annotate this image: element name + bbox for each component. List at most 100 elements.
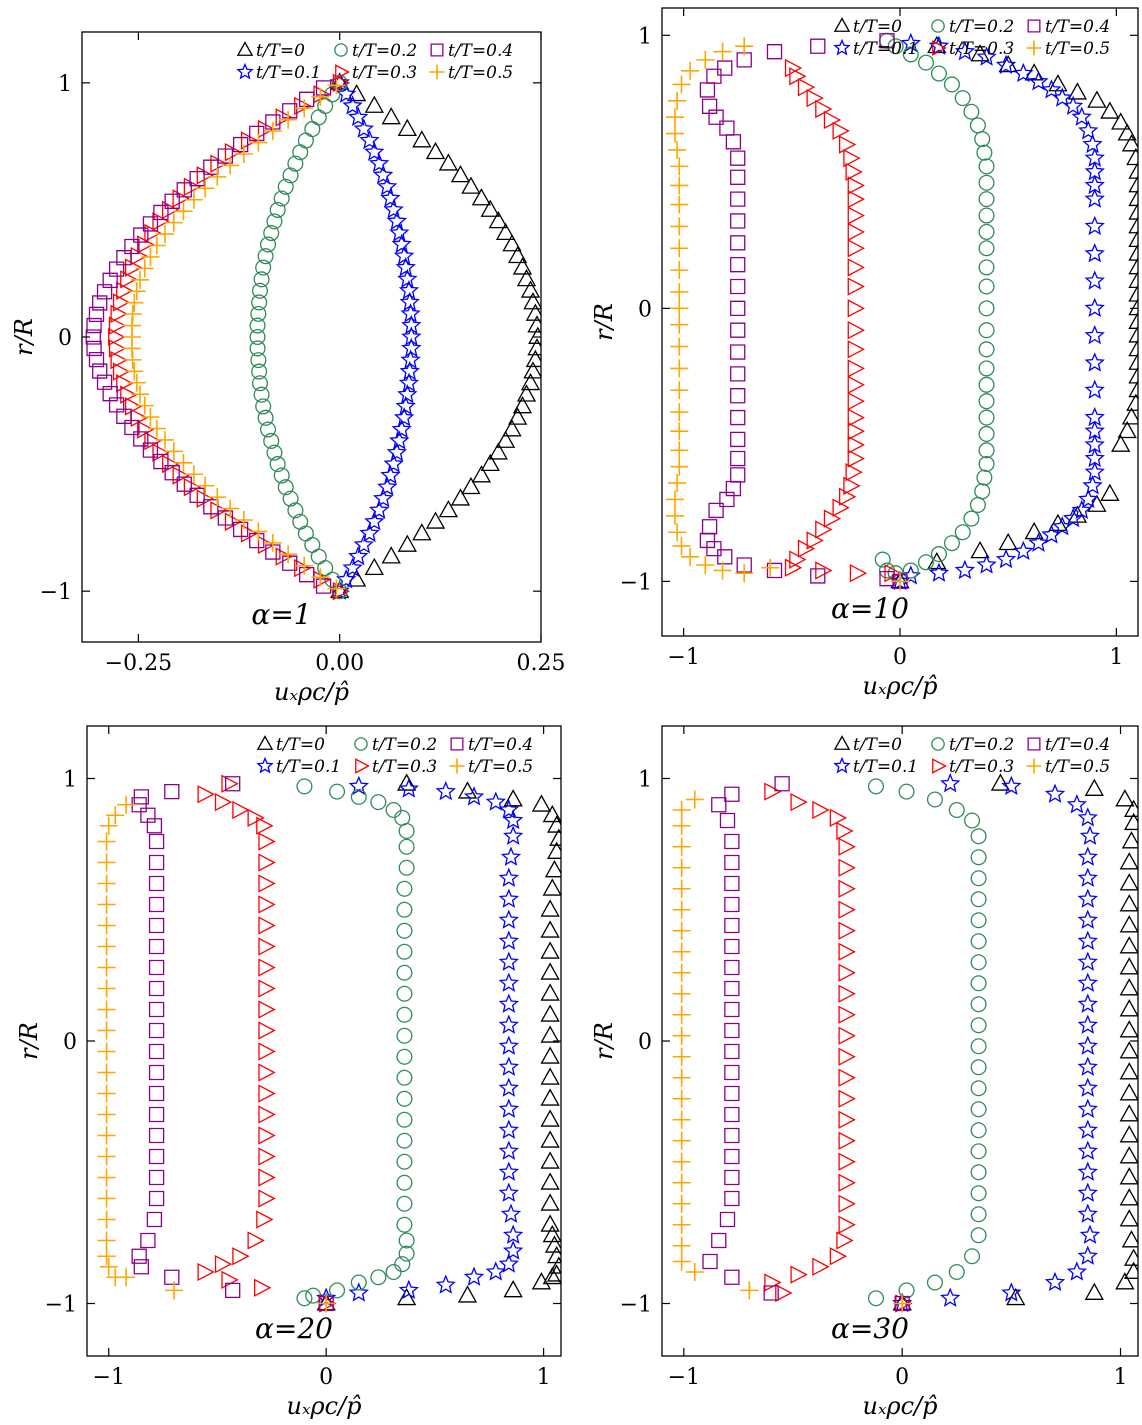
x-tick-label: −1 <box>667 645 699 670</box>
data-point <box>153 204 169 221</box>
data-point <box>970 933 987 950</box>
data-point <box>540 1067 560 1085</box>
data-point <box>97 1247 116 1266</box>
x-tick-label: −1 <box>668 1365 700 1390</box>
data-point <box>269 201 286 218</box>
data-point <box>381 546 401 564</box>
data-point <box>148 1022 165 1039</box>
data-point <box>887 565 904 582</box>
data-point <box>1001 775 1022 796</box>
data-point <box>1128 311 1138 329</box>
data-point <box>1084 188 1105 208</box>
legend-marker <box>833 38 851 56</box>
x-axis-label: uₓρc/p̂ <box>274 678 349 706</box>
plot-area <box>85 72 541 601</box>
data-point <box>251 282 268 299</box>
data-point <box>174 453 193 472</box>
data-point <box>970 996 987 1013</box>
data-point <box>512 396 533 414</box>
data-point <box>775 1283 793 1303</box>
data-point <box>1077 846 1098 866</box>
data-point <box>498 888 519 908</box>
legend-marker <box>429 64 445 80</box>
data-point <box>221 156 240 175</box>
data-point <box>546 1245 561 1264</box>
data-point <box>838 879 856 898</box>
data-point <box>311 87 330 106</box>
data-point <box>672 858 691 877</box>
data-point <box>148 1148 165 1165</box>
data-point <box>724 854 740 871</box>
data-point <box>1119 1167 1138 1185</box>
data-point <box>1128 161 1138 179</box>
data-point <box>373 164 394 184</box>
legend-marker <box>236 41 254 56</box>
data-point <box>258 1168 276 1187</box>
data-point <box>670 337 689 356</box>
data-point <box>1084 324 1105 345</box>
plot-area <box>97 773 561 1313</box>
legend-label: t/T=0.3 <box>372 757 437 777</box>
data-point <box>232 800 250 820</box>
legend-label: t/T=0 <box>256 41 305 61</box>
data-point <box>221 499 240 518</box>
data-point <box>540 1172 560 1190</box>
data-point <box>1119 894 1138 912</box>
legend-label: t/T=0.5 <box>448 63 513 83</box>
series-circle <box>296 778 415 1307</box>
data-point <box>701 98 718 114</box>
data-point <box>724 1190 740 1207</box>
data-point <box>258 979 276 998</box>
data-point <box>1077 888 1098 908</box>
data-point <box>829 808 848 828</box>
data-point <box>196 179 215 198</box>
y-tick-label: 1 <box>638 768 652 793</box>
data-point <box>670 457 689 476</box>
data-point <box>1115 789 1135 807</box>
data-point <box>724 1064 740 1081</box>
data-point <box>217 510 234 526</box>
legend-label: t/T=0.5 <box>1045 757 1110 777</box>
legend-marker <box>931 737 945 751</box>
data-point <box>978 207 995 224</box>
data-point <box>943 76 960 93</box>
chart-panel-1: −0.25 0.00 0.25−101uₓρc/p̂r/Rα=1t/T=0t/T=0… <box>10 31 565 706</box>
data-point <box>1028 71 1049 91</box>
data-point <box>948 1263 965 1281</box>
data-point <box>131 797 147 813</box>
data-point <box>380 187 401 208</box>
data-point <box>685 1263 704 1281</box>
data-point <box>1077 1077 1098 1097</box>
data-point <box>1077 1098 1098 1118</box>
data-point <box>498 1140 519 1160</box>
data-point <box>978 300 995 317</box>
alpha-annotation: α=20 <box>255 1312 333 1345</box>
data-point <box>197 1262 215 1282</box>
data-point <box>398 859 415 876</box>
data-point <box>838 1047 856 1066</box>
data-point <box>724 938 740 955</box>
series-triangle-right <box>784 58 902 583</box>
data-point <box>108 397 125 413</box>
data-point <box>1082 475 1103 495</box>
data-point <box>672 536 691 555</box>
x-tick-label: 1 <box>1109 645 1123 670</box>
data-point <box>110 304 128 324</box>
data-point <box>516 384 537 402</box>
data-point <box>310 548 327 565</box>
data-point <box>225 1282 241 1299</box>
data-point <box>1119 1041 1138 1059</box>
data-point <box>670 315 689 334</box>
data-point <box>311 568 330 587</box>
data-point <box>1119 1146 1138 1164</box>
data-point <box>927 35 947 54</box>
data-point <box>287 155 304 172</box>
data-point <box>498 1056 519 1076</box>
data-point <box>672 1005 691 1024</box>
data-point <box>249 340 266 357</box>
data-point <box>85 329 101 345</box>
data-point <box>330 72 350 90</box>
data-point <box>97 1147 116 1166</box>
data-point <box>140 807 156 823</box>
data-point <box>86 317 102 334</box>
